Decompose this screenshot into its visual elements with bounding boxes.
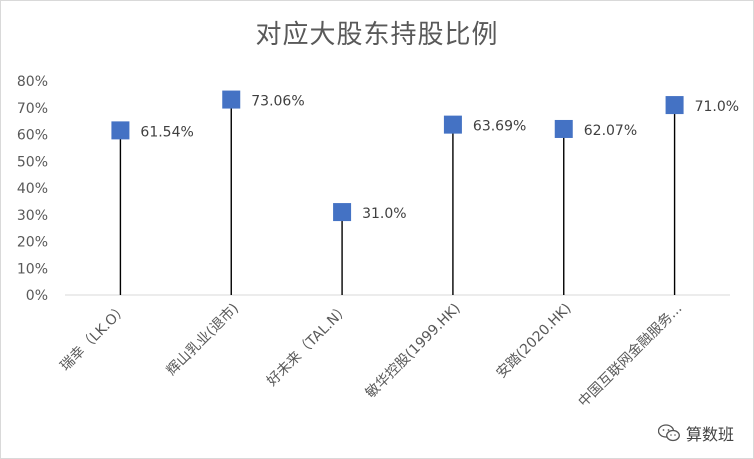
y-tick-label: 80%	[17, 74, 48, 90]
category-label: 好未来（TAL.N）	[264, 301, 353, 390]
category-label: 辉山乳业(退市)	[163, 300, 242, 379]
y-tick-label: 0%	[26, 288, 48, 304]
data-marker	[111, 121, 130, 140]
category-label: 中国互联网金融服务...	[576, 301, 686, 411]
data-marker	[333, 203, 352, 222]
data-marker	[665, 96, 684, 115]
data-label: 73.06%	[251, 94, 304, 110]
category-label: 敏华控股(1999.HK)	[363, 301, 464, 402]
data-label: 61.54%	[140, 124, 193, 140]
x-axis-labels: 瑞幸（LK.O） 辉山乳业(退市) 好未来（TAL.N） 敏华控股(1999.HK) 安…	[57, 300, 685, 411]
y-tick-label: 60%	[17, 128, 48, 144]
data-label: 71.0%	[695, 99, 739, 115]
chart-title: 对应大股东持股比例	[255, 20, 499, 50]
data-marker	[554, 119, 573, 138]
wechat-icon	[657, 424, 680, 442]
category-label: 瑞幸（LK.O）	[57, 301, 131, 375]
y-tick-label: 10%	[17, 261, 48, 277]
y-tick-label: 30%	[17, 208, 48, 224]
watermark-label: 算数班	[685, 425, 734, 444]
data-marker	[443, 115, 462, 134]
data-label: 62.07%	[584, 123, 637, 139]
data-labels: 61.54% 73.06% 31.0% 63.69% 62.07% 71.0%	[140, 94, 739, 223]
data-label: 63.69%	[473, 119, 526, 135]
y-tick-label: 70%	[17, 101, 48, 117]
category-label: 安踏(2020.HK)	[493, 301, 574, 382]
stems	[119, 99, 676, 295]
data-label: 31.0%	[362, 206, 406, 222]
data-marker	[222, 90, 241, 109]
markers	[111, 90, 684, 222]
y-tick-label: 20%	[17, 235, 48, 251]
y-tick-label: 50%	[17, 154, 48, 170]
y-axis-ticks: 0% 10% 20% 30% 40% 50% 60% 70% 80%	[17, 74, 48, 304]
watermark: 算数班	[657, 421, 734, 445]
y-tick-label: 40%	[17, 181, 48, 197]
